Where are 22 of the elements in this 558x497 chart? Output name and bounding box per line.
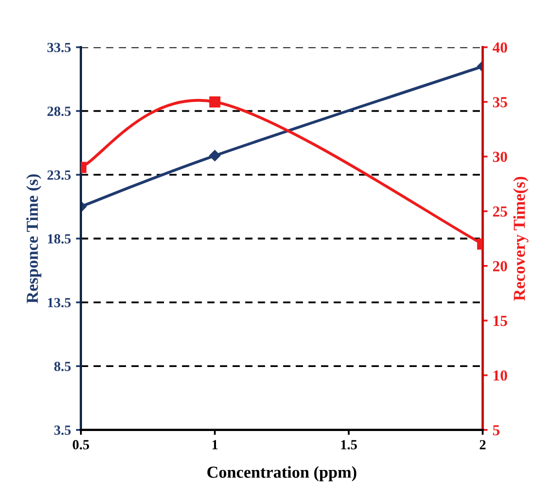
y-tick-label: 18.5	[48, 234, 71, 244]
x-tick-label: 1.5	[341, 440, 357, 450]
x-tick-label: 1	[212, 440, 218, 450]
y2-tick-label: 40	[492, 42, 508, 53]
y2-tick-label: 25	[493, 206, 508, 217]
y-tick-label: 28.5	[47, 106, 71, 116]
x-tick-label: 0.5	[72, 440, 90, 450]
y2-axis-title: Recovery Time(s)	[513, 176, 528, 301]
y-tick-label: 8.5	[54, 362, 71, 372]
x-tick-label: 2	[480, 440, 486, 450]
y-tick-label: 33.5	[47, 42, 71, 52]
x-axis-title: Concentration (ppm)	[207, 466, 356, 482]
y2-tick-label: 10	[494, 370, 508, 381]
y2-tick-label: 5	[493, 425, 500, 436]
y2-tick-label: 30	[492, 152, 508, 162]
y-axis-title: Responce Time (s)	[26, 174, 42, 304]
y-tick-label: 23.5	[47, 170, 71, 180]
y2-tick-label: 35	[492, 97, 508, 108]
y2-tick-label: 20	[493, 261, 508, 272]
y-tick-label: 13.5	[48, 298, 71, 308]
y2-tick-label: 15	[494, 316, 508, 326]
y-tick-label: 3.5	[54, 426, 71, 435]
